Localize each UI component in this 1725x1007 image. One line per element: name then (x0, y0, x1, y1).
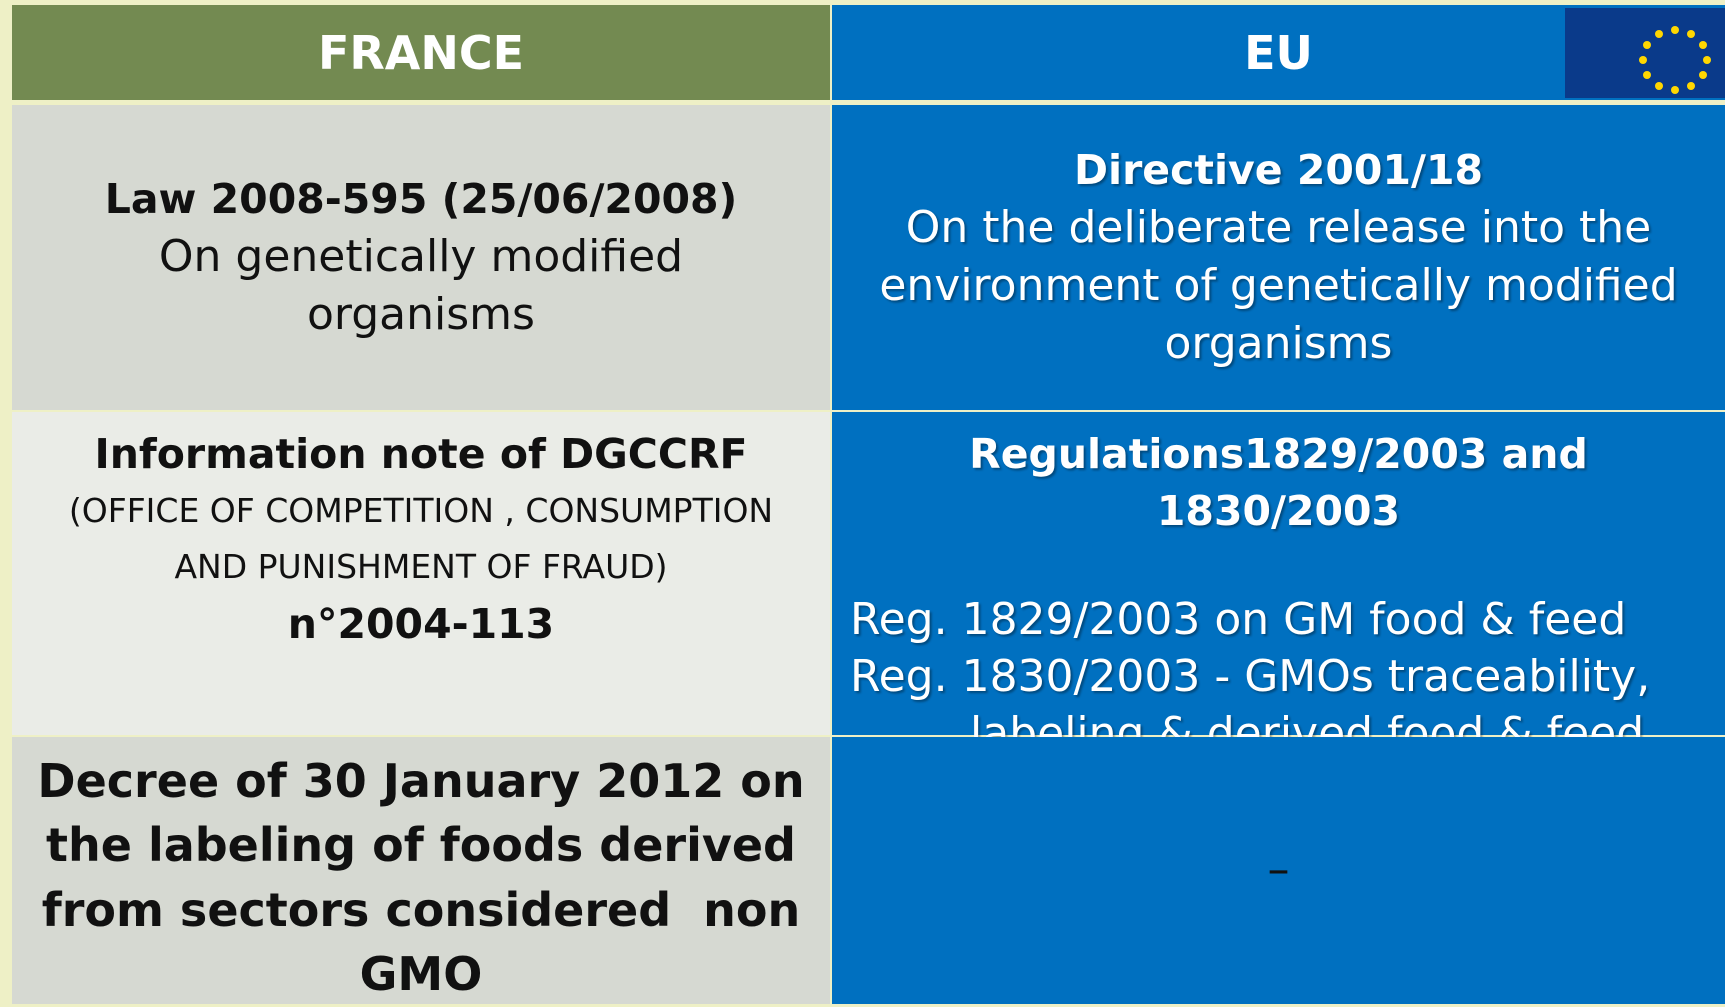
cell-text: – (1267, 844, 1290, 896)
cell-title: Regulations1829/2003 and 1830/2003 (969, 430, 1603, 536)
flag-bg (1565, 8, 1725, 98)
eu-flag (1565, 8, 1725, 98)
cell: Decree of 30 January 2012 on the labelin… (12, 737, 830, 1004)
cell-title: Decree of 30 January 2012 on the labelin… (37, 754, 821, 1002)
cell-title: Information note of DGCCRF (94, 430, 748, 478)
cell-number: n°2004-113 (287, 599, 555, 648)
cell-line: Reg. 1829/2003 on GM food & feed (850, 593, 1627, 645)
cell-lines: Reg. 1829/2003 on GM food & feed Reg. 18… (850, 591, 1707, 763)
cell: Directive 2001/18 On the deliberate rele… (832, 105, 1725, 410)
cell-title: Law 2008-595 (25/06/2008) (104, 174, 738, 223)
cell: Regulations1829/2003 and 1830/2003 Reg. … (832, 412, 1725, 759)
cell: – (832, 737, 1725, 1004)
cell-text: On genetically modified organisms (158, 231, 684, 341)
cell-title: Directive 2001/18 (1073, 145, 1484, 194)
cell-text: On the deliberate release into the envir… (879, 202, 1678, 370)
header-text: FRANCE (317, 25, 525, 80)
flag-stars (1639, 26, 1711, 94)
cell-note: (OFFICE OF COMPETITION , CONSUMPTION AND… (68, 491, 774, 587)
header-text: EU (1244, 25, 1313, 80)
cell: Law 2008-595 (25/06/2008) On genetically… (12, 105, 830, 410)
header-france: FRANCE (12, 5, 830, 100)
cell: Information note of DGCCRF (OFFICE OF CO… (12, 412, 830, 735)
